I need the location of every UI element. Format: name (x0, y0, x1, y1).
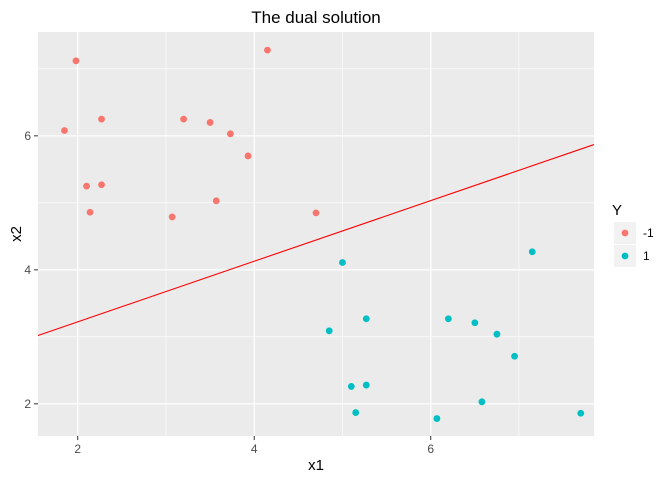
legend-label: -1 (643, 226, 654, 240)
data-point (98, 115, 105, 123)
decision-lines (37, 144, 595, 337)
data-point (511, 352, 518, 360)
data-point (206, 119, 214, 126)
data-point (226, 130, 234, 138)
y-axis-ticks: 2 4 6 (24, 129, 38, 411)
data-point (362, 315, 370, 323)
legend: Y -1 1 (612, 202, 654, 267)
x-tick-label: 2 (74, 442, 81, 456)
legend-title: Y (612, 202, 622, 219)
data-point (577, 409, 585, 417)
data-point (180, 115, 188, 123)
data-point (339, 259, 346, 266)
legend-entries: -1 1 (614, 222, 654, 267)
data-point (72, 57, 80, 65)
data-point (352, 409, 360, 416)
y-tick-label: 2 (24, 397, 31, 411)
data-point (264, 46, 271, 54)
data-point (61, 127, 68, 134)
data-point (528, 248, 536, 256)
data-point (478, 398, 486, 406)
data-point (444, 315, 452, 323)
data-point (362, 381, 370, 389)
data-point (168, 213, 176, 221)
data-points (61, 46, 585, 422)
data-point (471, 319, 479, 327)
data-point (325, 327, 333, 335)
separating-line (37, 144, 595, 337)
x-tick-label: 6 (427, 442, 434, 456)
legend-label: 1 (643, 249, 650, 263)
x-axis-ticks: 2 4 6 (74, 436, 434, 456)
y-axis-title: x2 (8, 226, 25, 242)
y-tick-label: 4 (24, 263, 31, 277)
x-tick-label: 4 (251, 442, 258, 456)
data-point (244, 152, 252, 160)
data-point (212, 197, 220, 205)
legend-swatch (621, 229, 629, 237)
data-point (98, 181, 105, 189)
data-point (433, 415, 441, 422)
data-point (312, 209, 320, 217)
y-tick-label: 6 (24, 129, 31, 143)
grid-major (38, 32, 594, 436)
data-point (86, 208, 94, 216)
x-axis-title: x1 (308, 457, 324, 474)
data-point (347, 383, 355, 390)
chart-title: The dual solution (251, 8, 380, 27)
data-point (83, 182, 90, 190)
plot-panel (38, 32, 594, 436)
grid-minor (38, 32, 594, 436)
legend-swatch (621, 252, 629, 260)
data-point (493, 330, 501, 338)
